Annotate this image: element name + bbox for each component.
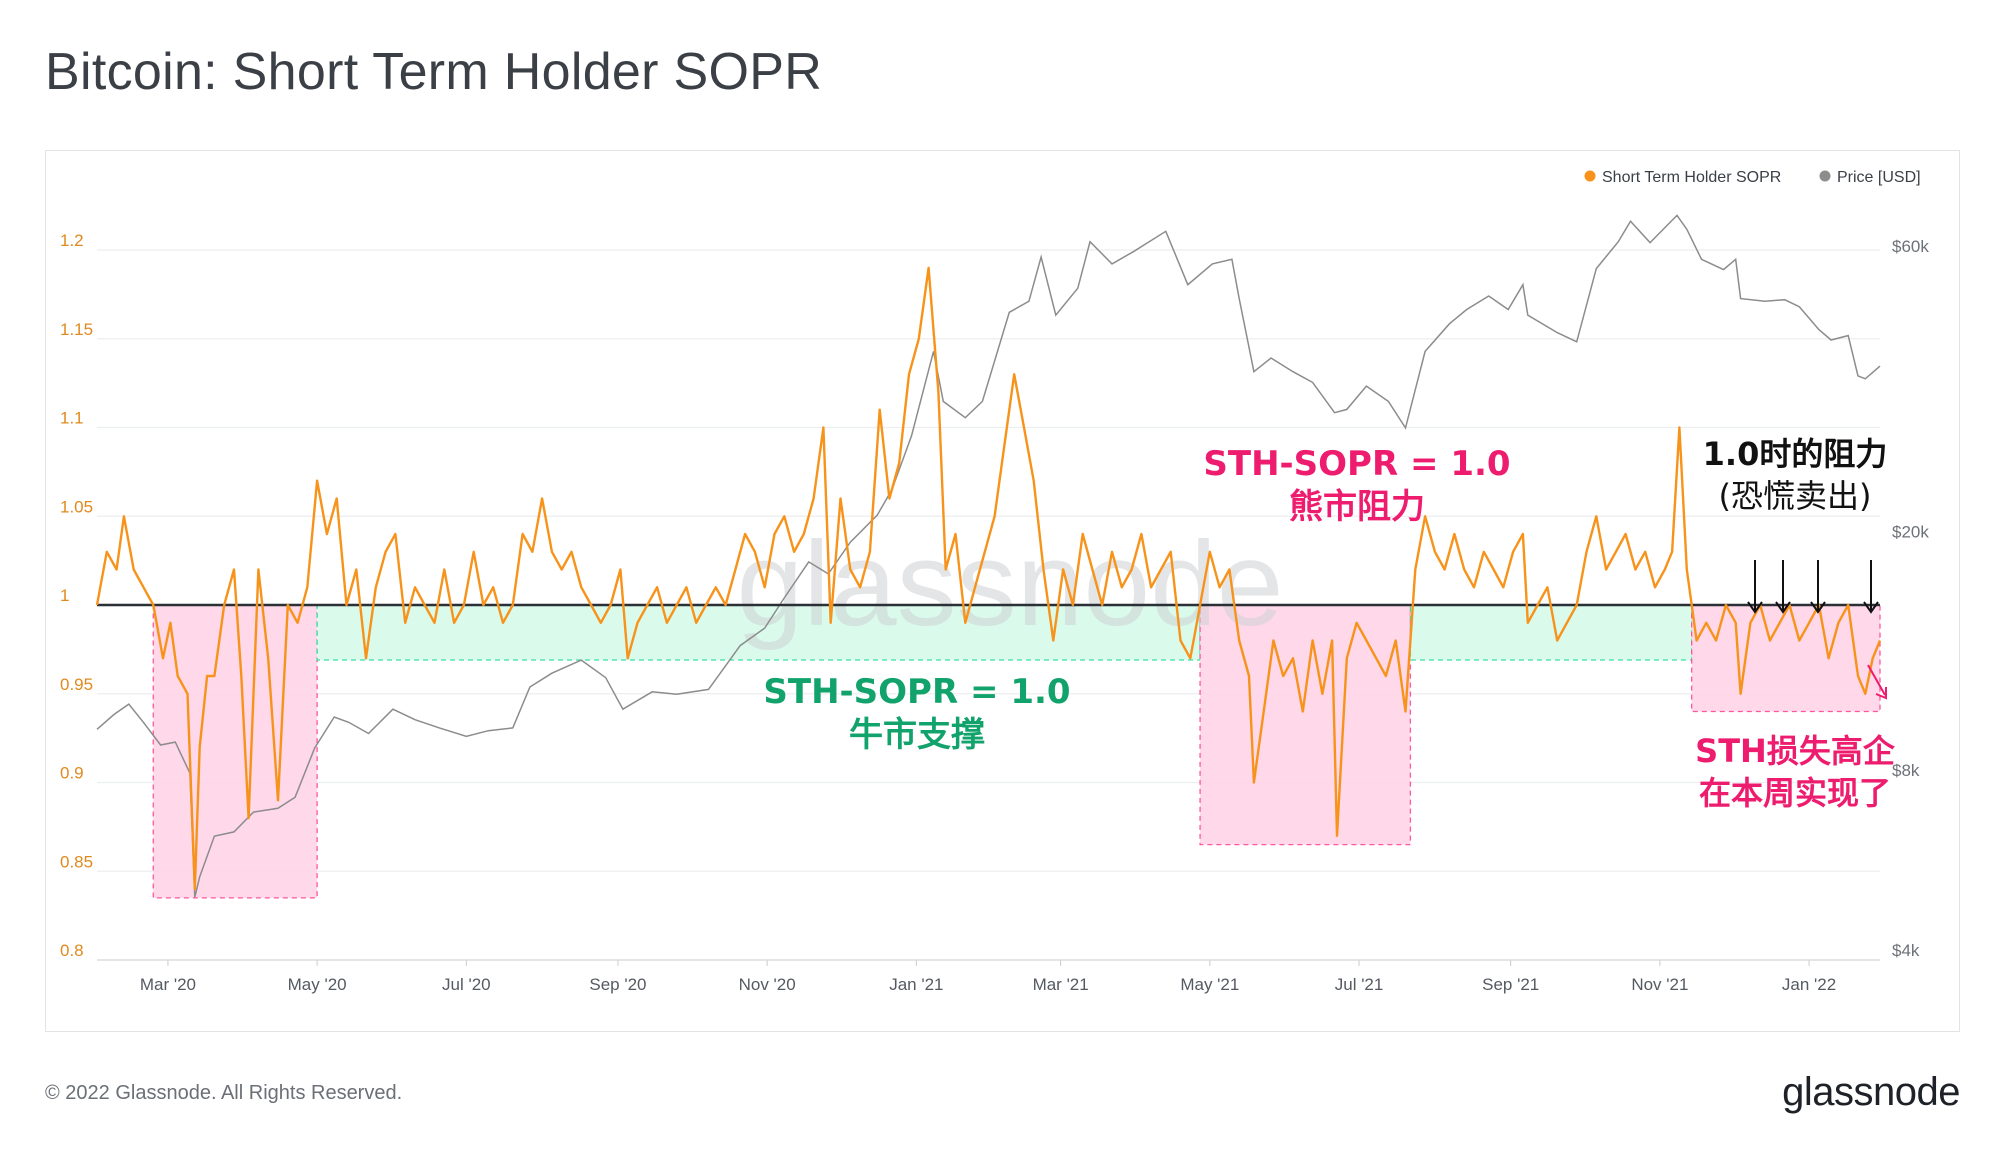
y-right-tick-label: $8k <box>1892 761 1920 780</box>
y-left-tick-label: 1 <box>60 586 69 605</box>
x-tick-label: Sep '21 <box>1482 975 1539 994</box>
price-series-line <box>96 214 1881 898</box>
y-right-tick-label: $4k <box>1892 941 1920 960</box>
legend-price-dot <box>1819 170 1831 182</box>
copyright: © 2022 Glassnode. All Rights Reserved. <box>45 1082 403 1104</box>
resistance-arrowhead-1 <box>1775 601 1791 614</box>
y-left-tick-label: 1.2 <box>60 231 84 250</box>
legend-sopr-dot <box>1584 170 1596 182</box>
loss-arrowhead <box>1875 687 1887 700</box>
loss-region <box>1199 604 1412 846</box>
x-tick-label: Nov '21 <box>1631 975 1688 994</box>
y-left-tick-label: 1.05 <box>60 497 93 516</box>
y-left-tick-label: 0.95 <box>60 675 93 694</box>
y-left-tick-label: 1.1 <box>60 409 84 428</box>
y-left-tick-label: 0.85 <box>60 852 93 871</box>
x-tick-label: Jan '21 <box>889 975 943 994</box>
y-left-tick-label: 0.8 <box>60 941 84 960</box>
watermark: glassnode <box>736 517 1283 651</box>
x-tick-label: Mar '21 <box>1033 975 1089 994</box>
annotation-bear-line-0: STH-SOPR = 1.0 <box>1203 444 1510 484</box>
annotation-resistance-line-0: 1.0时的阻力 <box>1703 435 1888 473</box>
y-left-tick-label: 0.9 <box>60 764 84 783</box>
x-tick-label: Nov '20 <box>739 975 796 994</box>
shaded-regions <box>152 604 1881 899</box>
chart-frame <box>45 150 1960 1032</box>
sopr-series-line <box>95 266 1882 891</box>
x-axis: Mar '20 May '20 Jul '20 Sep '20 Nov '20 Jan '… <box>97 959 1880 994</box>
annotation-bull-line-1: 牛市支撑 <box>849 715 985 755</box>
support-region <box>1409 604 1693 661</box>
x-tick-label: Jan '22 <box>1782 975 1836 994</box>
annotation-loss-line-0: STH损失高企 <box>1695 732 1896 770</box>
loss-region <box>152 604 318 899</box>
x-tick-label: Sep '20 <box>589 975 646 994</box>
legend-sopr-label: Short Term Holder SOPR <box>1602 169 1781 186</box>
y-axis-left: 0.8 0.85 0.9 0.95 1 1.05 1.1 1.15 1.2 <box>60 231 93 960</box>
y-axis-right: $4k $8k $20k $60k <box>1892 237 1929 960</box>
x-tick-label: Jul '20 <box>442 975 491 994</box>
legend[interactable]: Short Term Holder SOPR Price [USD] <box>1584 169 1921 186</box>
resistance-arrowhead-0 <box>1747 601 1763 614</box>
y-right-tick-label: $60k <box>1892 237 1929 256</box>
x-tick-label: May '21 <box>1180 975 1239 994</box>
resistance-arrowhead-3 <box>1863 601 1879 614</box>
annotation-bear-line-1: 熊市阻力 <box>1289 487 1425 527</box>
loss-arrow <box>1867 664 1886 696</box>
loss-region <box>1691 604 1881 713</box>
y-left-tick-label: 1.15 <box>60 320 93 339</box>
legend-price-label: Price [USD] <box>1837 169 1921 186</box>
annotation-resistance-line-1: (恐慌卖出) <box>1719 477 1872 515</box>
y-right-tick-label: $20k <box>1892 523 1929 542</box>
page-title: Bitcoin: Short Term Holder SOPR <box>45 43 823 101</box>
annotation-bull-line-0: STH-SOPR = 1.0 <box>763 672 1070 712</box>
annotation-loss-line-1: 在本周实现了 <box>1699 774 1891 812</box>
x-tick-label: May '20 <box>288 975 347 994</box>
resistance-arrowhead-2 <box>1810 601 1826 614</box>
x-tick-label: Jul '21 <box>1335 975 1384 994</box>
x-tick-label: Mar '20 <box>140 975 196 994</box>
glassnode-logo: glassnode <box>1782 1070 1960 1114</box>
